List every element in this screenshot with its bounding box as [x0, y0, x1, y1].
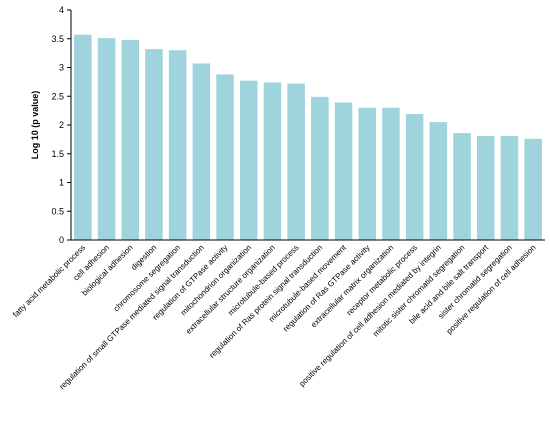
bar: [168, 50, 187, 240]
bar: [216, 74, 234, 241]
y-tick-label: 2.5: [51, 91, 64, 101]
bar: [287, 83, 305, 240]
bars: [74, 34, 542, 241]
bar: [97, 38, 116, 240]
y-axis-title: Log 10 (p value): [30, 91, 40, 160]
bar: [453, 133, 471, 240]
bar: [263, 82, 282, 240]
bar: [145, 49, 163, 240]
y-tick-label: 2: [59, 120, 64, 130]
y-tick-label: 3: [59, 63, 64, 73]
y-tick-label: 1: [59, 178, 64, 188]
y-tick-label: 1.5: [51, 149, 64, 159]
bar: [382, 107, 400, 240]
bar: [358, 107, 377, 240]
bar: [121, 39, 140, 241]
y-tick-label: 4: [59, 5, 64, 15]
bar: [429, 122, 448, 240]
bar: [239, 80, 258, 240]
bar: [192, 63, 211, 240]
y-tick-label: 0.5: [51, 206, 64, 216]
bar: [405, 114, 424, 240]
y-tick-label: 3.5: [51, 34, 64, 44]
bar: [500, 135, 519, 240]
bar: [74, 34, 92, 240]
bar: [524, 138, 542, 240]
bar: [334, 102, 353, 240]
bar: [311, 96, 329, 240]
x-tick-label: regulation of Ras GTPase activity: [281, 243, 371, 333]
y-axis-ticks: 0 0.5 1 1.5 2 2.5 3 3.5 4: [51, 5, 71, 245]
bar: [476, 135, 495, 240]
y-tick-label: 0: [59, 235, 64, 245]
